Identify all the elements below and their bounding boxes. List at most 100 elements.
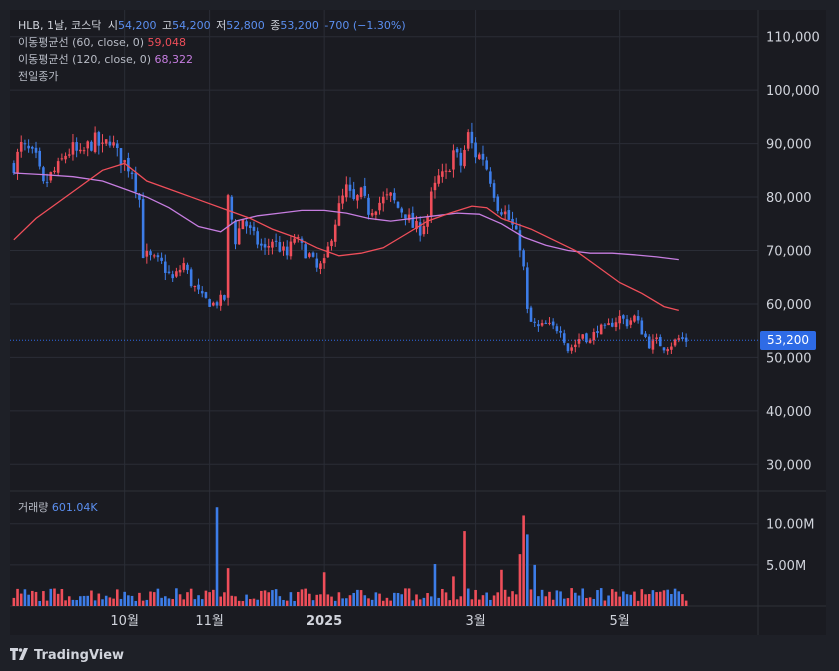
candle-body [592,332,596,341]
volume-bar [200,599,204,606]
price-tick-label: 80,000 [766,191,812,206]
tradingview-brand[interactable]: TradingView [10,645,124,665]
candle-body [208,299,211,307]
time-axis[interactable]: 10월 11월 2025 3월 5월 [110,614,629,629]
change-value: -700 (−1.30%) [324,19,406,32]
candle-body [526,267,529,309]
candle-body [212,302,215,306]
volume-bar [588,597,592,606]
volume-bar [167,598,171,606]
volume-bar [93,600,97,606]
volume-pane[interactable] [12,507,688,606]
prev-close-legend[interactable]: 전일종가 [18,70,58,84]
volume-bar [282,599,285,606]
prev-close-label: 전일종가 [18,70,59,83]
price-tick-label: 40,000 [766,405,812,420]
volume-bar [503,589,507,606]
volume-bar [23,589,27,606]
symbol-legend[interactable]: HLB, 1날, 코스닥 시54,200 고54,200 저52,800 종53… [18,19,406,33]
volume-bar [492,595,496,606]
candle-body [441,171,444,177]
volume-bar [551,599,555,606]
ma60-label: 이동평균선 (60, close, 0) [18,36,144,49]
open-label: 시 [107,19,119,32]
volume-bar [622,591,625,606]
candle-body [396,201,400,208]
candle-body [407,214,411,221]
volume-bar [330,596,333,606]
volume-bar [27,594,30,606]
volume-bar [333,600,337,606]
volume-bar [463,531,466,606]
volume-bar [418,599,422,606]
volume-bar [212,589,215,606]
price-tick-label: 110,000 [766,31,820,46]
volume-bar [684,600,688,606]
volume-bar [437,597,440,606]
volume-bar [112,598,115,606]
volume-bar [223,592,226,606]
volume-bar [160,597,163,606]
candle-body [308,253,311,257]
price-tick-label: 60,000 [766,298,812,313]
candle-body [333,224,337,242]
ma120-legend[interactable]: 이동평균선 (120, close, 0) 68,322 [18,53,193,67]
candle-body [367,197,370,215]
volume-bar [426,593,429,606]
candle-body [23,143,27,145]
volume-bar [97,593,101,606]
volume-bar [141,600,145,606]
high-value: 54,200 [172,19,211,32]
volume-bar [496,592,500,606]
volume-bar [374,592,378,606]
volume-bar [596,590,599,606]
volume-bar [237,600,241,606]
candle-body [197,284,200,290]
brand-name: TradingView [34,647,125,663]
volume-bar [448,600,452,606]
volume-bar [477,599,481,606]
price-axis[interactable]: 110,000 100,000 90,000 80,000 70,000 60,000 50… [766,31,820,474]
volume-bar [208,592,211,606]
candle-body [267,245,271,248]
candle-body [271,241,274,248]
volume-bar [433,564,437,606]
candle-body [112,142,115,146]
candle-body [522,250,525,267]
time-tick-label: 10월 [110,614,139,629]
volume-bar [16,588,19,606]
candle-body [455,148,459,153]
price-tick-label: 100,000 [766,84,820,99]
candle-body [400,208,404,213]
candle-body [415,220,418,229]
volume-bar [441,588,444,606]
volume-bar [71,599,75,606]
ma60-legend[interactable]: 이동평균선 (60, close, 0) 59,048 [18,36,186,50]
volume-bar [429,596,433,606]
candle-body [422,225,426,235]
time-tick-label: 3월 [465,614,485,629]
volume-bar [337,592,341,606]
candle-body [585,333,588,343]
volume-bar [470,599,474,606]
volume-legend[interactable]: 거래량 601.04K [18,501,98,515]
volume-bar [178,594,182,606]
candle-body [215,302,219,306]
volume-bar [127,595,130,606]
candle-body [470,131,474,144]
volume-bar [326,594,330,606]
volume-bar [444,592,448,606]
volume-bar [319,594,322,606]
candle-body [614,322,618,328]
volume-bar [614,591,618,606]
candle-body [138,193,141,200]
candle-body [359,187,363,198]
volume-bar [603,600,607,606]
candle-body [311,252,315,257]
volume-axis[interactable]: 10.00M 5.00M [766,518,814,574]
volume-bar [293,600,296,606]
candle-body [444,170,448,172]
volume-bar [278,596,282,606]
ma120-value: 68,322 [154,53,194,66]
